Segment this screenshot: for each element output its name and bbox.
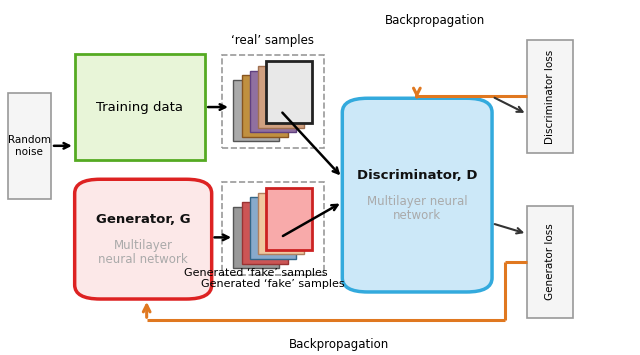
Bar [250,71,296,132]
Bar [242,202,287,264]
Text: Training data: Training data [97,100,184,114]
Text: ‘real’ samples: ‘real’ samples [231,34,314,47]
FancyBboxPatch shape [527,40,573,153]
Text: neural network: neural network [99,253,188,266]
FancyBboxPatch shape [527,206,573,318]
Text: Multilayer neural: Multilayer neural [367,195,467,208]
FancyBboxPatch shape [8,93,51,199]
FancyBboxPatch shape [75,179,212,299]
Text: Discriminator, D: Discriminator, D [357,169,477,181]
Bar [258,193,304,255]
Bar [234,207,279,268]
Bar [266,61,312,123]
Text: Generated ‘fake’ samples: Generated ‘fake’ samples [201,279,345,289]
FancyBboxPatch shape [342,98,492,292]
Text: network: network [393,209,441,222]
Bar [266,188,312,250]
Bar [242,75,287,137]
FancyBboxPatch shape [75,54,205,160]
Text: Generator, G: Generator, G [96,213,191,225]
Text: Backpropagation: Backpropagation [289,338,389,351]
Bar [258,66,304,128]
Text: Discriminator loss: Discriminator loss [545,49,555,144]
Text: Generated ‘fake’ samples: Generated ‘fake’ samples [184,268,328,278]
Bar [234,80,279,141]
Text: Generator loss: Generator loss [545,224,555,300]
Text: Backpropagation: Backpropagation [385,14,485,27]
Text: Random
noise: Random noise [8,135,51,157]
Text: Multilayer: Multilayer [114,239,173,252]
Bar [250,197,296,259]
